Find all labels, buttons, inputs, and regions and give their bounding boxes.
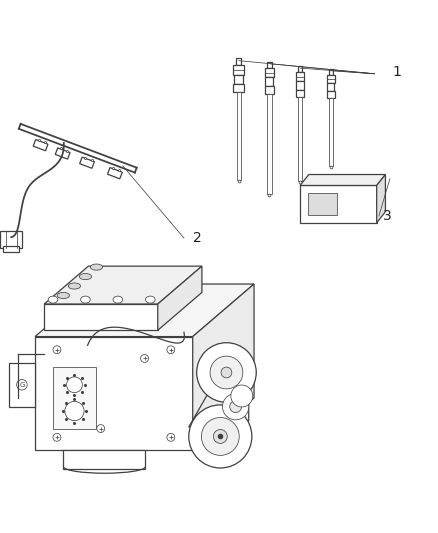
Circle shape — [167, 433, 175, 441]
Ellipse shape — [145, 296, 155, 303]
Bar — [327, 83, 334, 92]
Ellipse shape — [90, 264, 102, 270]
Bar — [267, 94, 272, 194]
Circle shape — [53, 346, 61, 354]
Bar — [233, 84, 244, 92]
Bar — [234, 75, 243, 84]
Bar — [298, 97, 302, 181]
Circle shape — [223, 393, 249, 420]
Ellipse shape — [48, 296, 58, 303]
Bar — [237, 92, 241, 180]
Bar — [328, 69, 333, 75]
Polygon shape — [300, 174, 385, 185]
Circle shape — [201, 417, 239, 455]
Polygon shape — [80, 157, 95, 168]
Bar — [0, 231, 22, 248]
Polygon shape — [44, 266, 202, 304]
Ellipse shape — [68, 283, 81, 289]
Circle shape — [167, 346, 175, 354]
Bar — [296, 90, 304, 97]
Polygon shape — [107, 167, 122, 179]
Polygon shape — [55, 148, 70, 159]
Bar — [308, 193, 337, 215]
Ellipse shape — [57, 293, 70, 298]
Bar — [4, 246, 19, 253]
Bar — [233, 65, 244, 75]
Circle shape — [141, 354, 148, 362]
Polygon shape — [35, 284, 254, 336]
Polygon shape — [300, 185, 377, 223]
Circle shape — [197, 343, 256, 402]
Ellipse shape — [79, 273, 92, 280]
Polygon shape — [35, 336, 193, 450]
Circle shape — [53, 433, 61, 441]
Ellipse shape — [113, 296, 123, 303]
Circle shape — [17, 379, 27, 390]
Polygon shape — [193, 284, 254, 450]
Polygon shape — [9, 363, 35, 407]
Text: 1: 1 — [392, 64, 401, 78]
Circle shape — [221, 367, 232, 378]
Bar — [298, 66, 302, 72]
Polygon shape — [158, 266, 202, 330]
Bar — [328, 98, 333, 166]
Bar — [265, 77, 273, 86]
Bar — [326, 92, 335, 98]
Circle shape — [97, 425, 105, 432]
Bar — [265, 68, 274, 77]
Text: G: G — [19, 382, 25, 388]
Circle shape — [65, 401, 84, 421]
Text: 2: 2 — [193, 231, 201, 245]
Text: 3: 3 — [383, 209, 392, 223]
Bar — [296, 81, 304, 90]
Circle shape — [210, 356, 243, 389]
Circle shape — [213, 430, 227, 443]
Ellipse shape — [81, 296, 90, 303]
Circle shape — [231, 385, 253, 407]
Polygon shape — [64, 450, 145, 469]
Circle shape — [189, 405, 252, 468]
Bar — [267, 61, 272, 68]
Circle shape — [230, 401, 242, 413]
Polygon shape — [377, 174, 385, 223]
Bar — [237, 59, 241, 65]
Bar — [265, 86, 274, 94]
Polygon shape — [44, 304, 158, 330]
Bar — [296, 72, 304, 81]
Bar — [326, 75, 335, 83]
Circle shape — [67, 377, 82, 393]
Polygon shape — [33, 140, 48, 151]
Polygon shape — [53, 367, 96, 429]
